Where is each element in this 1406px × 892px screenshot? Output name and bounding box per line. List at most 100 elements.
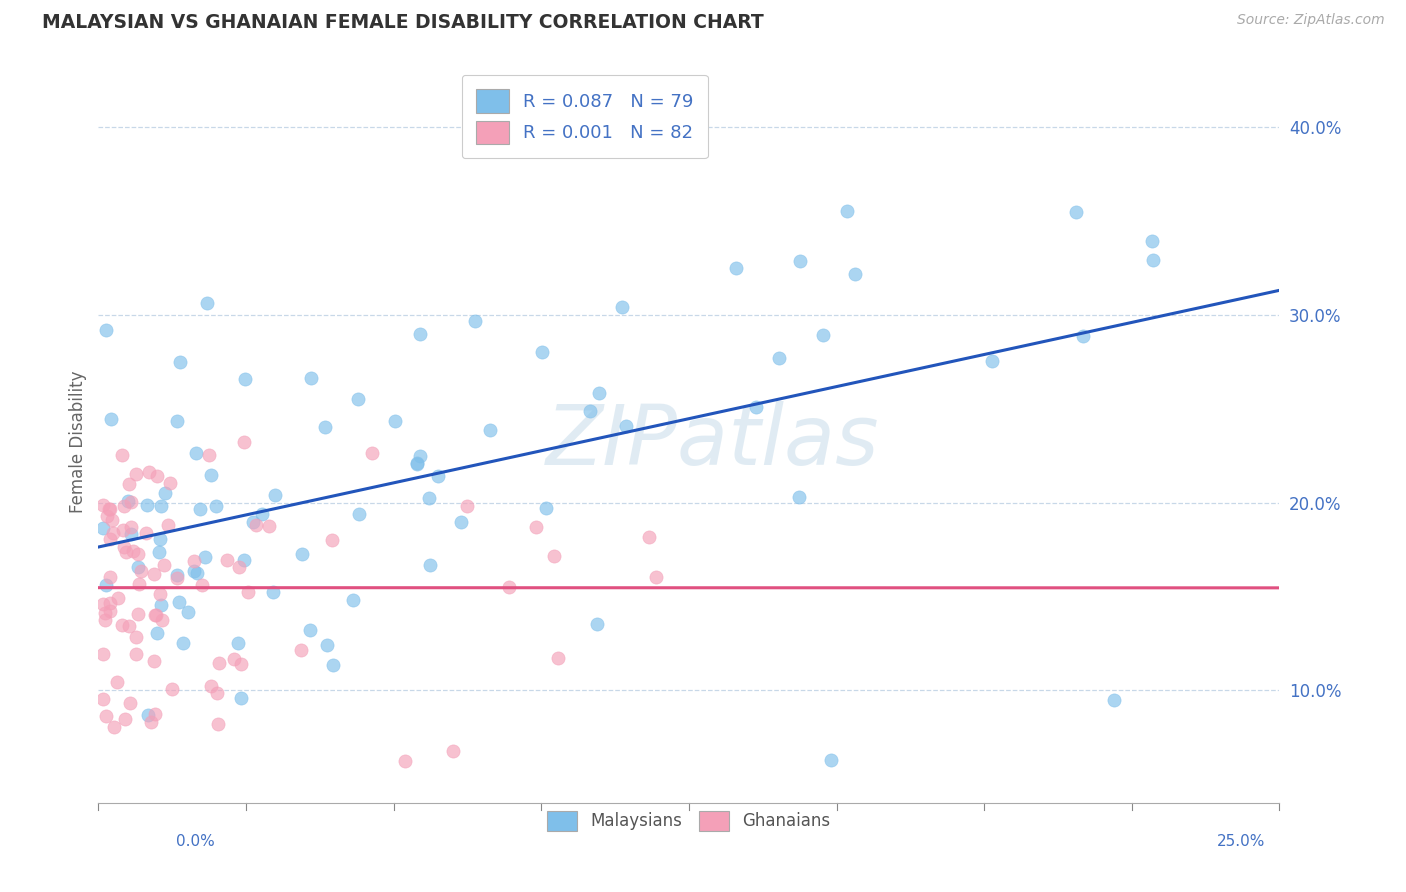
- Point: [586, 617, 609, 632]
- Point: [228, 560, 250, 574]
- Point: [588, 385, 610, 400]
- Point: [321, 533, 343, 547]
- Point: [184, 446, 207, 460]
- Text: MALAYSIAN VS GHANAIAN FEMALE DISABILITY CORRELATION CHART: MALAYSIAN VS GHANAIAN FEMALE DISABILITY …: [42, 13, 763, 32]
- Point: [136, 708, 159, 723]
- Point: [156, 517, 179, 532]
- Point: [125, 467, 148, 481]
- Point: [531, 345, 554, 359]
- Point: [315, 638, 337, 652]
- Point: [112, 540, 135, 554]
- Point: [96, 323, 118, 337]
- Point: [118, 619, 141, 633]
- Point: [91, 521, 114, 535]
- Point: [441, 744, 464, 758]
- Point: [91, 692, 114, 706]
- Point: [264, 487, 287, 501]
- Point: [217, 553, 239, 567]
- Point: [172, 636, 194, 650]
- Point: [98, 596, 121, 610]
- Point: [111, 448, 134, 462]
- Point: [208, 656, 231, 670]
- Point: [115, 545, 138, 559]
- Y-axis label: Female Disability: Female Disability: [69, 370, 87, 513]
- Point: [101, 526, 124, 541]
- Point: [98, 532, 121, 546]
- Point: [1102, 692, 1125, 706]
- Point: [820, 753, 842, 767]
- Point: [121, 495, 143, 509]
- Point: [188, 501, 211, 516]
- Point: [96, 509, 118, 524]
- Point: [96, 577, 118, 591]
- Point: [138, 465, 160, 479]
- Point: [166, 414, 188, 428]
- Point: [236, 585, 259, 599]
- Point: [384, 414, 406, 428]
- Point: [233, 372, 256, 386]
- Point: [143, 655, 166, 669]
- Point: [245, 517, 267, 532]
- Point: [347, 392, 370, 407]
- Point: [101, 513, 124, 527]
- Point: [543, 549, 565, 563]
- Point: [231, 657, 253, 672]
- Point: [128, 576, 150, 591]
- Point: [725, 260, 748, 275]
- Point: [139, 714, 162, 729]
- Point: [1140, 234, 1163, 248]
- Point: [148, 545, 170, 559]
- Point: [498, 580, 520, 594]
- Point: [811, 328, 834, 343]
- Point: [100, 412, 122, 426]
- Point: [160, 681, 183, 696]
- Point: [394, 754, 416, 768]
- Point: [112, 524, 135, 538]
- Point: [118, 696, 141, 710]
- Text: Source: ZipAtlas.com: Source: ZipAtlas.com: [1237, 13, 1385, 28]
- Point: [153, 486, 176, 500]
- Point: [194, 549, 217, 564]
- Point: [127, 547, 149, 561]
- Point: [200, 468, 222, 483]
- Point: [91, 498, 114, 512]
- Point: [94, 614, 117, 628]
- Point: [117, 493, 139, 508]
- Point: [789, 253, 811, 268]
- Point: [844, 267, 866, 281]
- Point: [94, 709, 117, 723]
- Point: [131, 564, 153, 578]
- Point: [91, 597, 114, 611]
- Point: [91, 647, 114, 661]
- Point: [1071, 328, 1094, 343]
- Point: [127, 560, 149, 574]
- Point: [406, 457, 429, 471]
- Point: [418, 491, 440, 506]
- Point: [125, 647, 148, 661]
- Point: [314, 420, 336, 434]
- Point: [419, 558, 441, 572]
- Point: [347, 507, 370, 521]
- Point: [120, 520, 142, 534]
- Point: [1142, 253, 1164, 268]
- Point: [744, 400, 766, 414]
- Point: [645, 570, 668, 584]
- Point: [262, 584, 284, 599]
- Point: [464, 314, 486, 328]
- Point: [122, 544, 145, 558]
- Point: [547, 650, 569, 665]
- Point: [159, 475, 181, 490]
- Point: [232, 553, 254, 567]
- Point: [298, 623, 321, 637]
- Legend: Malaysians, Ghanaians: Malaysians, Ghanaians: [540, 805, 838, 838]
- Point: [166, 571, 188, 585]
- Point: [226, 636, 249, 650]
- Point: [103, 720, 125, 734]
- Point: [183, 565, 205, 579]
- Point: [427, 469, 450, 483]
- Point: [98, 502, 121, 516]
- Point: [145, 706, 167, 721]
- Point: [837, 204, 859, 219]
- Point: [107, 591, 129, 605]
- Point: [229, 691, 252, 706]
